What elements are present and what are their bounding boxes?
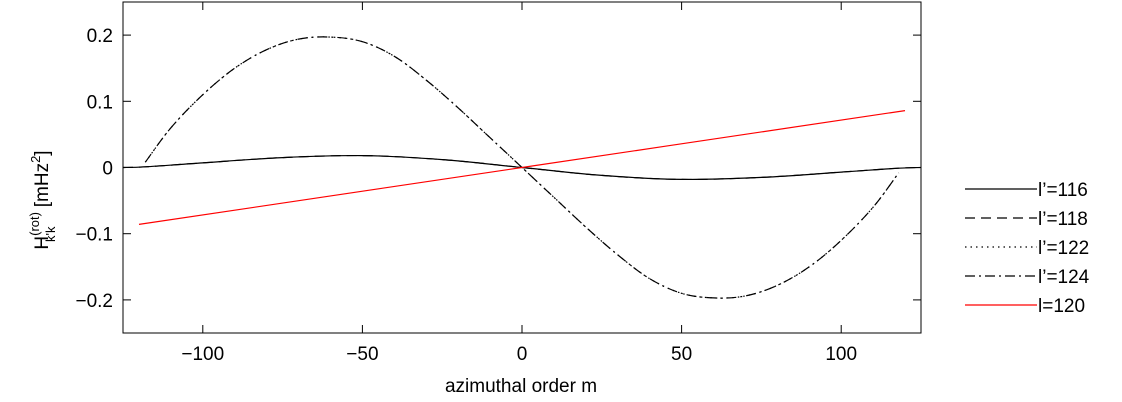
- series-layer: [122, 36, 922, 299]
- y-axis-label-sup: (rot): [27, 212, 42, 236]
- y-tick-label: −0.1: [75, 225, 113, 246]
- y-axis-label-main: H: [32, 236, 53, 250]
- y-tick-label: 0.2: [87, 26, 113, 47]
- y-axis-label-unit-exp: 2: [28, 156, 43, 163]
- legend-label: l’=116: [1038, 180, 1088, 201]
- series-line-3: [144, 36, 900, 299]
- y-tick-label: 0: [102, 159, 113, 180]
- ticks-layer: −100 −50 0 50 100 −0.2 −0.1 0 0.1 0.2: [75, 2, 921, 365]
- x-tick-label: −50: [346, 344, 378, 365]
- x-tick-label: −100: [181, 344, 224, 365]
- x-axis-label: azimuthal order m: [445, 376, 597, 397]
- x-tick-label: 50: [671, 344, 692, 365]
- legend-label: l=120: [1038, 296, 1085, 317]
- legend-item: l’=124: [965, 267, 1090, 288]
- legend-item: l’=118: [965, 209, 1088, 230]
- series-line-4: [138, 110, 906, 225]
- legend-item: l’=116: [965, 180, 1088, 201]
- y-tick-label: −0.2: [75, 291, 113, 312]
- y-axis-label: H(rot)k'k [mHz2]: [27, 150, 58, 249]
- legend-label: l’=118: [1038, 209, 1088, 230]
- svg-text:H(rot)k'k [mHz2]: H(rot)k'k [mHz2]: [27, 150, 58, 249]
- legend: l’=116 l’=118 l’=122 l’=124 l=120: [965, 180, 1090, 317]
- y-tick-label: 0.1: [87, 92, 113, 113]
- y-axis-label-unit-close: ]: [32, 150, 53, 155]
- legend-item: l=120: [965, 296, 1085, 317]
- legend-item: l’=122: [965, 238, 1089, 259]
- x-tick-label: 0: [517, 344, 528, 365]
- y-axis-label-sub: k'k: [43, 226, 58, 242]
- series-line-1: [122, 154, 922, 181]
- legend-label: l’=122: [1038, 238, 1089, 259]
- legend-label: l’=124: [1038, 267, 1090, 288]
- y-axis-label-unit-open: [mHz: [32, 163, 53, 213]
- x-tick-label: 100: [825, 344, 857, 365]
